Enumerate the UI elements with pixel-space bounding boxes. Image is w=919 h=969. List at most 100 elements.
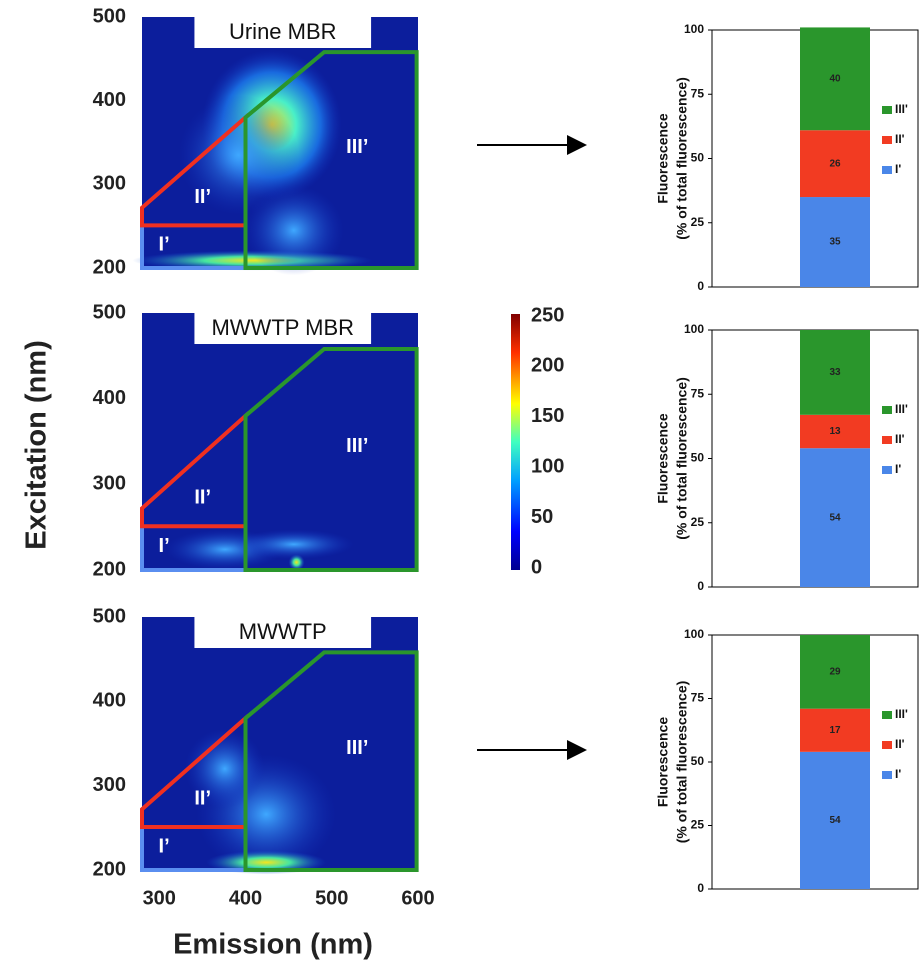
x-axis-label: Emission (nm) [173, 929, 373, 961]
y-tick-label: 25 [691, 215, 705, 229]
title-box [194, 17, 372, 48]
legend-swatch [882, 136, 892, 144]
y-tick-label: 75 [691, 86, 705, 100]
colorbar-tick-label: 200 [531, 355, 564, 377]
bar-segment [800, 708, 870, 752]
y-tick-label: 300 [93, 473, 126, 495]
legend-label: III' [895, 402, 908, 416]
legend-label: II' [895, 432, 905, 446]
legend-label: III' [895, 707, 908, 721]
legend-swatch [882, 406, 892, 414]
y-axis-label: (% of total fluorescence) [674, 77, 690, 240]
value-label: 33 [829, 367, 841, 378]
x-tick-label: 400 [229, 887, 262, 909]
region-outline [140, 225, 246, 270]
region-label: II’ [194, 486, 211, 508]
bar-segment [800, 448, 870, 587]
y-tick-label: 75 [691, 691, 705, 705]
y-tick-label: 400 [93, 89, 126, 111]
region-label: I’ [159, 234, 170, 256]
y-tick-label: 0 [697, 881, 704, 895]
value-label: 29 [829, 666, 841, 677]
region-label: II’ [194, 787, 211, 809]
y-tick-label: 25 [691, 515, 705, 529]
y-tick-label: 25 [691, 818, 705, 832]
y-tick-label: 500 [93, 301, 126, 323]
colorbar-tick-label: 250 [531, 304, 564, 326]
bar-segment [800, 751, 870, 889]
value-label: 26 [829, 158, 841, 169]
region-label: III’ [346, 737, 368, 759]
region-outline [243, 650, 419, 872]
bar-segment [800, 635, 870, 709]
value-label: 54 [829, 815, 841, 826]
colorbar-tick-label: 50 [531, 506, 553, 528]
y-tick-label: 50 [691, 451, 705, 465]
y-tick-label: 500 [93, 605, 126, 627]
legend-label: II' [895, 737, 905, 751]
legend-label: I' [895, 162, 901, 176]
y-tick-label: 400 [93, 387, 126, 409]
legend-swatch [882, 711, 892, 719]
colorbar-tick-label: 100 [531, 455, 564, 477]
region-outline [243, 50, 419, 270]
legend-swatch [882, 436, 892, 444]
region-label: III’ [346, 136, 368, 158]
title-box [194, 313, 372, 344]
y-axis-label: Fluorescence [655, 717, 671, 807]
colorbar-tick-label: 150 [531, 405, 564, 427]
bar-segment [800, 414, 870, 449]
y-tick-label: 50 [691, 151, 705, 165]
heatmap-glow [288, 554, 305, 571]
legend-swatch [882, 166, 892, 174]
y-tick-label: 0 [697, 279, 704, 293]
x-tick-label: 300 [143, 887, 176, 909]
x-tick-label: 600 [401, 887, 434, 909]
heatmap-glow [233, 529, 354, 560]
y-tick-label: 100 [684, 627, 704, 641]
y-tick-label: 300 [93, 173, 126, 195]
legend-swatch [882, 741, 892, 749]
panel-title: Urine MBR [229, 19, 337, 44]
y-axis-label: Excitation (nm) [21, 340, 53, 549]
region-outline [140, 526, 246, 572]
value-label: 13 [829, 426, 841, 437]
legend-swatch [882, 771, 892, 779]
title-box [194, 617, 372, 648]
y-tick-label: 200 [93, 858, 126, 880]
y-tick-label: 300 [93, 774, 126, 796]
colorbar-tick-label: 0 [531, 556, 542, 578]
y-tick-label: 100 [684, 322, 704, 336]
region-label: II’ [194, 186, 211, 208]
legend-swatch [882, 106, 892, 114]
region-outline [243, 346, 419, 572]
colorbar [511, 314, 520, 570]
legend-label: I' [895, 767, 901, 781]
y-tick-label: 200 [93, 256, 126, 278]
bar-segment [800, 197, 870, 287]
panel-title: MWWTP MBR [211, 315, 354, 340]
y-tick-label: 50 [691, 754, 705, 768]
y-tick-label: 0 [697, 579, 704, 593]
legend-swatch [882, 466, 892, 474]
bar-segment [800, 330, 870, 415]
y-axis-label: (% of total fluorescence) [674, 681, 690, 844]
y-tick-label: 100 [684, 22, 704, 36]
value-label: 35 [829, 237, 841, 248]
panel-title: MWWTP [239, 619, 327, 644]
value-label: 17 [829, 725, 841, 736]
region-outline [140, 826, 246, 872]
legend-label: II' [895, 132, 905, 146]
x-tick-label: 500 [315, 887, 348, 909]
y-tick-label: 200 [93, 558, 126, 580]
bar-segment [800, 130, 870, 198]
y-axis-label: (% of total fluorescence) [674, 377, 690, 540]
y-axis-label: Fluorescence [655, 113, 671, 203]
legend-label: III' [895, 102, 908, 116]
y-tick-label: 500 [93, 5, 126, 27]
y-tick-label: 75 [691, 386, 705, 400]
heatmap-glow [243, 185, 344, 276]
region-label: I’ [159, 836, 170, 858]
bar-segment [800, 27, 870, 131]
region-label: I’ [159, 535, 170, 557]
